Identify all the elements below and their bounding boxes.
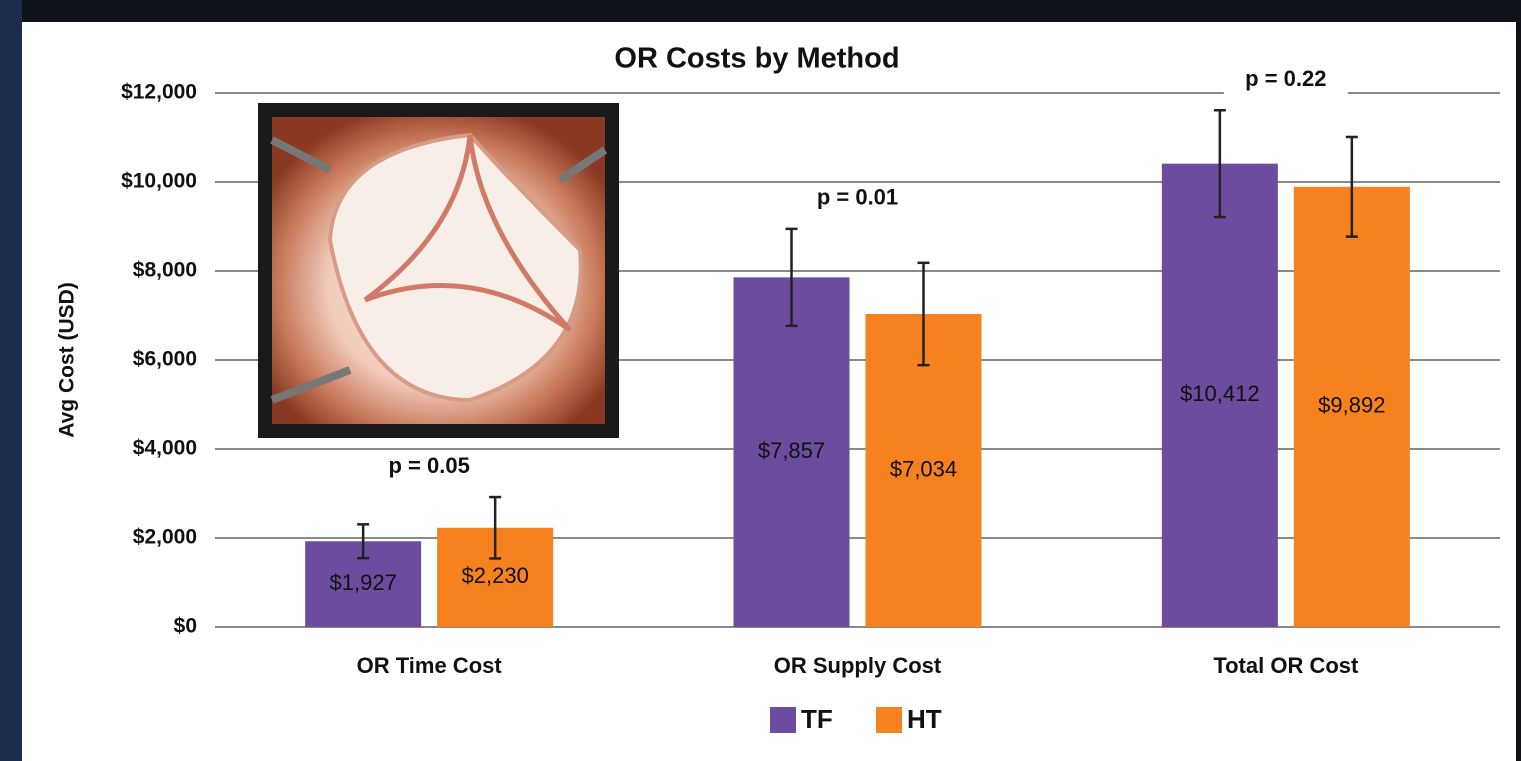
data-label: $10,412 xyxy=(1180,381,1260,406)
y-tick-label: $8,000 xyxy=(133,259,197,282)
data-label: $7,034 xyxy=(890,456,957,481)
y-tick-label: $10,000 xyxy=(121,170,197,193)
chart: OR Costs by Method Avg Cost (USD) $1,927… xyxy=(0,0,1521,761)
data-label: $7,857 xyxy=(758,438,825,463)
y-tick-label: $0 xyxy=(174,615,197,638)
y-axis-label: Avg Cost (USD) xyxy=(56,282,79,438)
legend-label: HT xyxy=(907,704,942,734)
chart-title: OR Costs by Method xyxy=(614,43,899,75)
p-value-annotation: p = 0.22 xyxy=(1245,66,1326,91)
page: {"chart_data": { "type": "bar", "title":… xyxy=(0,0,1521,761)
side-strip xyxy=(0,0,22,761)
p-value-annotation: p = 0.05 xyxy=(388,453,469,478)
x-tick-label: OR Time Cost xyxy=(357,653,503,678)
data-label: $2,230 xyxy=(462,563,529,588)
legend-swatch xyxy=(770,707,796,733)
y-tick-label: $4,000 xyxy=(133,437,197,460)
data-label: $1,927 xyxy=(330,570,397,595)
x-tick-label: Total OR Cost xyxy=(1213,653,1359,678)
y-tick-label: $2,000 xyxy=(133,526,197,549)
legend-swatch xyxy=(876,707,902,733)
legend-label: TF xyxy=(801,704,833,734)
data-label: $9,892 xyxy=(1318,393,1385,418)
inset-photo xyxy=(258,103,619,438)
y-tick-label: $12,000 xyxy=(121,81,197,104)
x-tick-label: OR Supply Cost xyxy=(774,653,942,678)
p-value-annotation: p = 0.01 xyxy=(817,185,898,210)
y-tick-label: $6,000 xyxy=(133,348,197,371)
